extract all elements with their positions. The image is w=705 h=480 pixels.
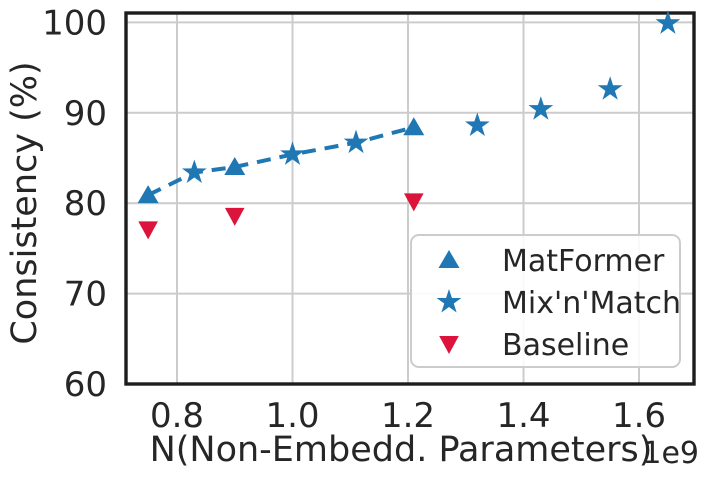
legend-box xyxy=(410,234,681,368)
y-tick-label: 80 xyxy=(64,184,107,224)
baseline-point xyxy=(403,193,424,212)
y-tick-label: 90 xyxy=(64,94,107,134)
x-tick-labels: 0.8 1.0 1.2 1.4 1.6 xyxy=(150,396,666,436)
matformer-point xyxy=(224,157,246,176)
mixnmatch-point xyxy=(464,112,490,136)
mixnmatch-point xyxy=(597,76,623,100)
y-tick-label: 70 xyxy=(64,275,107,315)
y-axis-label: Consistency (%) xyxy=(5,61,45,344)
y-tick-label: 100 xyxy=(42,3,107,43)
legend-marker-triangle-up-icon xyxy=(438,250,460,268)
x-tick-label: 1.4 xyxy=(496,396,550,436)
x-tick-label: 1.6 xyxy=(612,396,666,436)
baseline-point xyxy=(224,207,245,226)
data-points xyxy=(137,10,681,240)
dashed-trend-line xyxy=(147,125,415,197)
legend-label-mixnmatch: Mix'n'Match xyxy=(502,286,681,321)
legend-marker-triangle-down-icon xyxy=(439,336,459,354)
legend-markers xyxy=(436,250,462,354)
x-tick-label: 1.2 xyxy=(381,396,435,436)
x-axis-label: N(Non-Embedd. Parameters) xyxy=(150,430,653,470)
plot-frame xyxy=(124,11,696,386)
y-tick-label: 60 xyxy=(64,365,107,405)
mixnmatch-point xyxy=(280,141,305,165)
legend-marker-star-icon xyxy=(436,289,462,313)
mixnmatch-point xyxy=(181,159,207,183)
baseline-point xyxy=(138,221,158,240)
legend-label-matformer: MatFormer xyxy=(502,244,665,279)
mixnmatch-point xyxy=(343,129,369,154)
matformer-point xyxy=(137,185,159,204)
mixnmatch-point xyxy=(528,96,554,120)
mixnmatch-point xyxy=(655,10,681,34)
x-tick-label: 1.0 xyxy=(265,396,319,436)
legend: MatFormer Mix'n'Match Baseline xyxy=(410,234,681,368)
trend-line-group xyxy=(147,125,415,197)
x-axis-offset-text: 1e9 xyxy=(642,436,699,471)
y-tick-labels: 60 70 80 90 100 xyxy=(42,3,107,405)
legend-label-baseline: Baseline xyxy=(502,328,629,363)
x-tick-label: 0.8 xyxy=(150,396,204,436)
matformer-point xyxy=(403,117,425,136)
